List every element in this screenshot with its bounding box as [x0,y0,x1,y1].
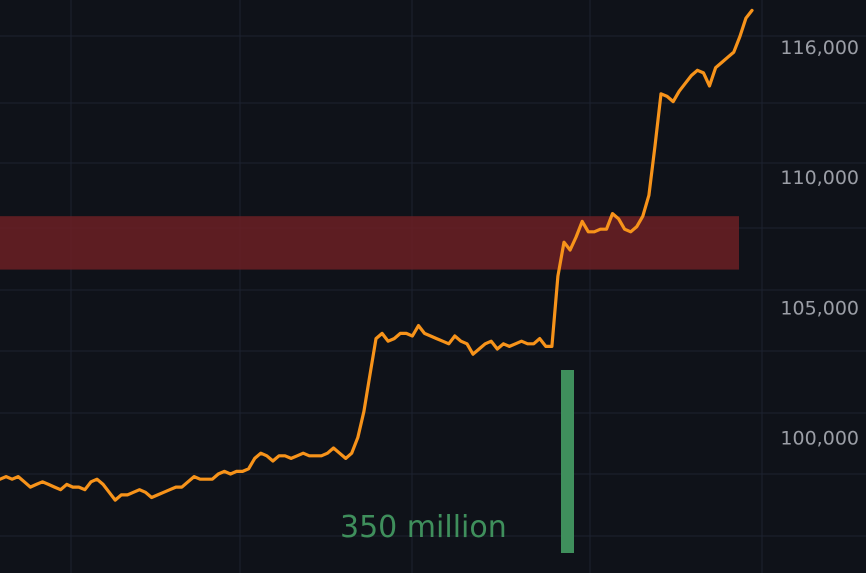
resistance-zone [0,216,739,270]
y-tick-label: 100,000 [780,428,859,450]
y-tick-label: 116,000 [780,37,859,59]
y-tick-label: 105,000 [780,297,859,319]
y-axis: 116,000 110,000 105,000 100,000 [780,37,859,450]
y-tick-label: 110,000 [780,167,859,189]
volume-bar [561,370,574,553]
price-line-series [0,8,754,502]
volume-label: 350 million [340,510,507,545]
